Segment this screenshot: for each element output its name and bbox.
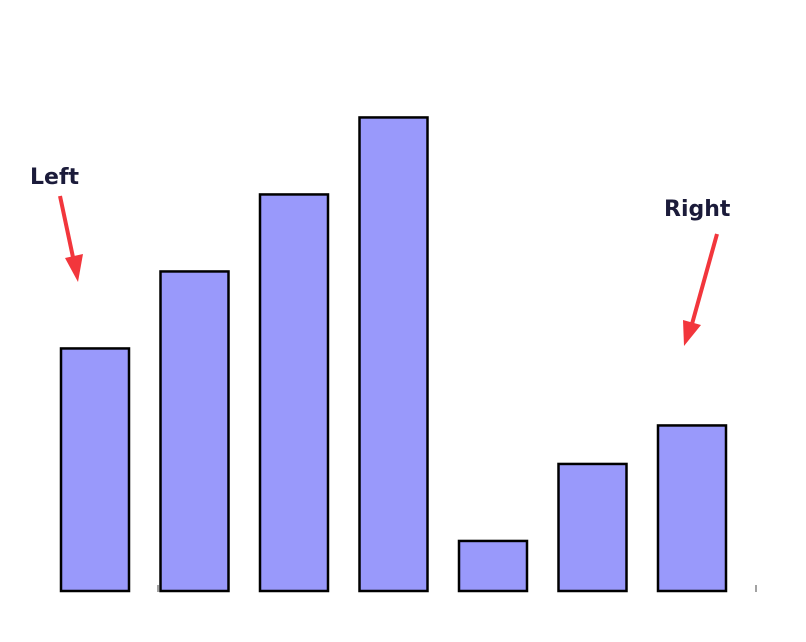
bar-3 bbox=[258, 193, 330, 593]
annotation-left: Left bbox=[30, 165, 83, 282]
annotation-left-arrow bbox=[58, 195, 76, 263]
annotation-right: Right bbox=[664, 197, 731, 346]
annotation-right-arrow bbox=[690, 233, 719, 325]
bars-group bbox=[59, 116, 728, 593]
bar-1 bbox=[59, 347, 131, 593]
bar-4 bbox=[358, 116, 429, 593]
annotation-right-label: Right bbox=[664, 197, 731, 222]
annotation-right-arrowhead bbox=[683, 320, 701, 346]
annotation-left-arrowhead bbox=[65, 254, 83, 282]
baseline-ticks bbox=[157, 585, 757, 592]
bar-5 bbox=[457, 539, 529, 593]
bar-6 bbox=[557, 462, 628, 593]
bar-2 bbox=[159, 270, 230, 593]
annotation-left-label: Left bbox=[30, 165, 80, 190]
bar-7 bbox=[656, 424, 728, 593]
